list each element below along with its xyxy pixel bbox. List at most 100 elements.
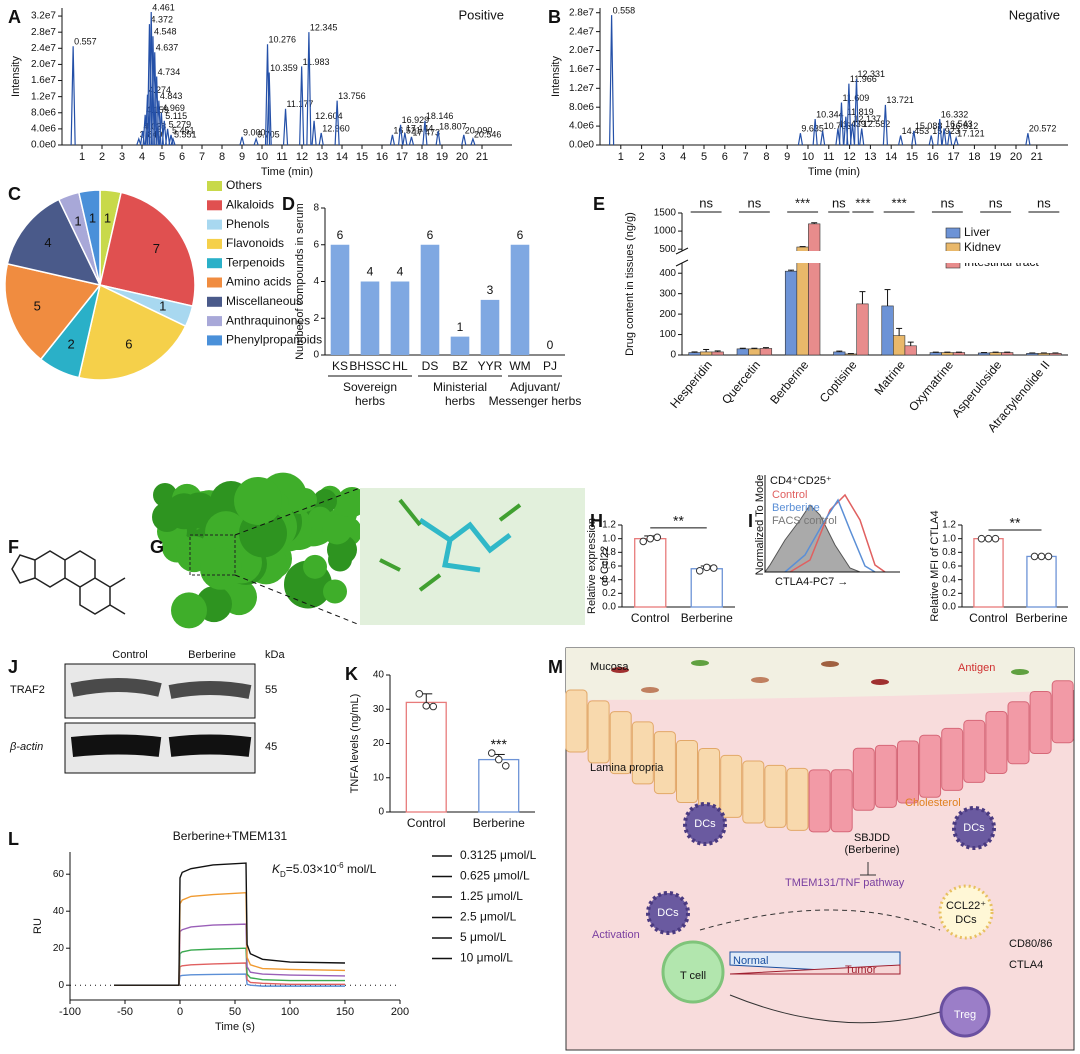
peak-label: 4.461 (152, 2, 175, 12)
data-point (646, 534, 655, 543)
bar (634, 538, 667, 608)
x-tick-label: PJ (543, 359, 557, 373)
y-tick-label: 2.8e7 (569, 7, 594, 18)
y-tick-label: 4.0e6 (569, 121, 594, 132)
legend-label: Phenylpropanoids (226, 333, 322, 347)
label: T cell (680, 970, 706, 982)
panel-letter: H (590, 511, 603, 531)
peak-label: 13.721 (886, 95, 914, 105)
slice-label: 1 (89, 210, 96, 225)
y-tick-label: 20 (373, 738, 385, 749)
data-point (501, 761, 510, 770)
bar (700, 351, 713, 356)
y-axis-label: Number of compounds in serum (294, 203, 306, 360)
label: CTLA4 (1009, 959, 1043, 971)
x-tick-label: 13 (864, 151, 876, 163)
slice-label: 1 (159, 298, 166, 313)
shape (938, 884, 994, 940)
lane-label: Berberine (188, 649, 236, 661)
shape (808, 769, 831, 833)
x-tick-label: HL (392, 359, 408, 373)
legend-swatch (207, 277, 222, 288)
bar (759, 348, 773, 356)
annotation: Negative (1009, 7, 1060, 22)
flow-legend: Control (772, 489, 807, 501)
x-tick-label: 150 (336, 1006, 354, 1018)
peak (397, 124, 404, 146)
shape (565, 647, 1075, 1051)
kd-part: D (280, 870, 286, 879)
y-tick-label: 4 (313, 276, 319, 287)
shape (897, 740, 919, 804)
line (114, 891, 346, 986)
x-tick-label: 4 (139, 151, 145, 163)
label: CD80/86 (1009, 938, 1052, 950)
bar (748, 348, 761, 356)
panel-letter: C (8, 184, 21, 204)
shape (166, 493, 202, 530)
panel-letter: M (548, 657, 563, 677)
shape (171, 592, 207, 629)
peak-label: 10.276 (269, 35, 297, 45)
y-tick-label: 500 (659, 244, 676, 255)
data-label: 0 (547, 338, 554, 352)
peak-label: 9.705 (257, 129, 280, 139)
x-tick-label: 18 (968, 151, 980, 163)
peak-label: 15.088 (915, 121, 943, 131)
shape (418, 517, 512, 573)
flow-legend: Berberine (772, 502, 820, 514)
peak (911, 130, 917, 146)
y-tick-label: 0.0e0 (31, 140, 56, 151)
shape (1011, 669, 1029, 675)
peak-label: 11.966 (850, 74, 877, 84)
legend-label: 1.25 μmol/L (460, 889, 523, 903)
peak-label: 18.807 (439, 121, 467, 131)
kd-part: K (272, 862, 281, 876)
x-tick-label: Control (631, 611, 670, 625)
data-point (494, 755, 503, 764)
x-tick-label: 11 (276, 151, 287, 163)
peak-label: 12.345 (310, 23, 338, 33)
shape (699, 909, 941, 931)
kd-label: KD=5.03×10-6 mol/L (272, 861, 377, 879)
bar (808, 223, 821, 356)
bar (330, 244, 350, 355)
shape (189, 534, 236, 576)
flow-legend: FACS control (772, 515, 837, 527)
shape (871, 679, 889, 685)
x-tick-label: -100 (59, 1006, 81, 1018)
label: Activation (592, 929, 640, 941)
y-tick-label: 1.2e7 (31, 91, 56, 102)
shape (676, 740, 698, 804)
shape (720, 754, 743, 818)
legend-label: 0.3125 μmol/L (460, 848, 537, 862)
x-tick-label: KS (332, 359, 348, 373)
x-tick-label: 16 (376, 151, 388, 163)
line (114, 923, 346, 986)
shape (631, 721, 654, 785)
peak (150, 36, 156, 146)
flow-ylabel: Normalized To Mode (754, 475, 766, 576)
legend-label: Anthraquinones (226, 313, 310, 327)
x-tick-label: 20 (456, 151, 468, 163)
axis-break (676, 251, 1068, 263)
bar (690, 568, 723, 608)
protein-label: β-actin (9, 741, 43, 753)
peak (849, 123, 856, 146)
shape (611, 667, 629, 673)
bar (478, 758, 520, 813)
x-tick-label: 0 (177, 1006, 183, 1018)
peak-label: 14.453 (902, 126, 930, 136)
legend-swatch (207, 316, 222, 327)
peak (311, 120, 317, 146)
bar (420, 244, 440, 355)
x-tick-label: 7 (743, 151, 749, 163)
panel-letter: K (345, 664, 358, 684)
significance: ** (673, 513, 684, 529)
peak (422, 120, 428, 146)
data-point (695, 566, 704, 575)
bar (390, 281, 410, 355)
peak (144, 94, 151, 146)
y-tick-label: 1.6e7 (569, 64, 594, 75)
